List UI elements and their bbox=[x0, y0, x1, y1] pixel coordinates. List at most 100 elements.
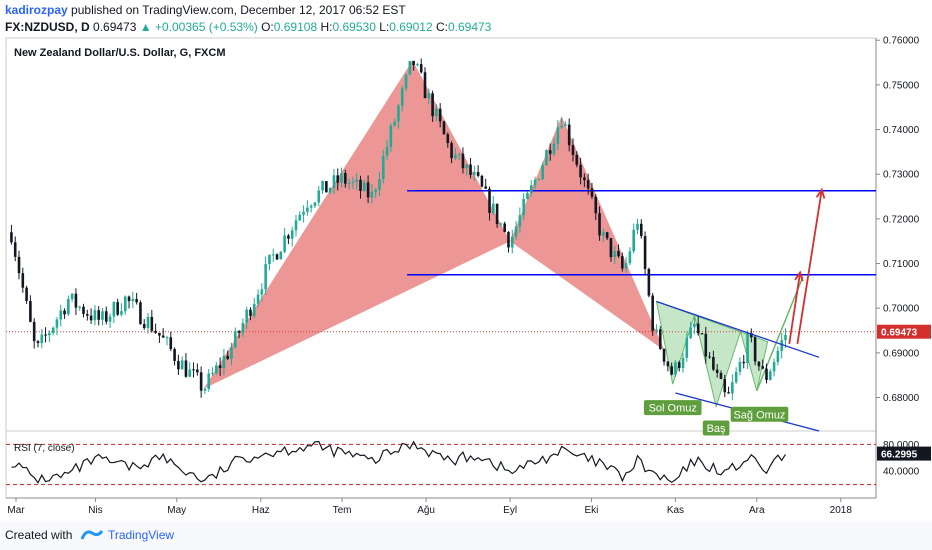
candle-body bbox=[772, 361, 776, 372]
time-tick-label: Tem bbox=[333, 505, 352, 516]
candle-body bbox=[416, 64, 419, 66]
candle-body bbox=[188, 369, 192, 377]
price-tick-label: 0.76000 bbox=[883, 36, 920, 47]
last-price: 0.69473 bbox=[93, 20, 137, 34]
candle-body bbox=[378, 179, 381, 190]
last-price-tag-label: 0.69473 bbox=[881, 328, 918, 339]
candle-body bbox=[529, 185, 533, 193]
candle-body bbox=[222, 355, 226, 368]
candle-body bbox=[332, 175, 336, 188]
candle-body bbox=[359, 179, 362, 191]
candle-body bbox=[419, 64, 423, 73]
candle-body bbox=[613, 251, 617, 258]
arrow-head-icon bbox=[794, 270, 804, 282]
candle-body bbox=[768, 371, 772, 380]
tradingview-brand[interactable]: TradingView bbox=[108, 528, 175, 542]
candle-body bbox=[639, 223, 643, 237]
high-label: H: bbox=[320, 20, 333, 34]
candle-body bbox=[579, 164, 582, 178]
candle-body bbox=[731, 382, 734, 394]
candle-body bbox=[173, 349, 176, 361]
candle-body bbox=[40, 334, 44, 344]
candle-body bbox=[605, 232, 609, 239]
candle-body bbox=[313, 202, 317, 206]
candle-body bbox=[104, 311, 108, 322]
label-right-shoulder-bg bbox=[730, 406, 789, 422]
candle-body bbox=[655, 329, 658, 331]
candle-body bbox=[750, 333, 753, 338]
candle-body bbox=[658, 329, 662, 349]
time-tick-label: Mar bbox=[7, 505, 25, 516]
candle-body bbox=[325, 181, 328, 193]
candle-body bbox=[522, 199, 525, 216]
candle-body bbox=[237, 331, 241, 333]
candle-body bbox=[476, 172, 480, 176]
open-value: 0.69108 bbox=[273, 20, 318, 34]
label-head-bg bbox=[702, 420, 730, 436]
candles bbox=[10, 58, 787, 401]
candle-body bbox=[17, 256, 21, 274]
candle-body bbox=[632, 229, 636, 252]
author-link[interactable]: kadirozpay bbox=[5, 3, 68, 17]
candle-body bbox=[473, 172, 476, 175]
open-label: O: bbox=[261, 20, 274, 34]
candle-body bbox=[564, 124, 567, 126]
price-tick-label: 0.75000 bbox=[883, 80, 920, 91]
harmonic-pattern bbox=[203, 60, 665, 389]
rsi-title: RSI (7, close) bbox=[14, 443, 75, 454]
price-tick-label: 0.70000 bbox=[883, 304, 920, 315]
candle-body bbox=[120, 311, 123, 315]
candle-body bbox=[746, 333, 749, 364]
rsi-tick-label: 40.0000 bbox=[883, 467, 920, 478]
candle-body bbox=[158, 332, 161, 336]
candle-body bbox=[404, 74, 408, 89]
time-tick-label: Kas bbox=[667, 505, 684, 516]
symbol-line: FX:NZDUSD, D 0.69473 ▲ +0.00365 (+0.53%)… bbox=[5, 20, 491, 35]
label-head: Baş bbox=[707, 423, 726, 435]
tradingview-logo-icon bbox=[80, 530, 104, 540]
candle-body bbox=[393, 121, 396, 126]
candle-body bbox=[230, 347, 233, 359]
candle-body bbox=[423, 72, 427, 99]
candle-body bbox=[495, 203, 499, 225]
time-tick-label: Eki bbox=[584, 505, 598, 516]
close-label: C: bbox=[435, 20, 448, 34]
candle-body bbox=[757, 361, 761, 367]
price-chart[interactable]: Sol Omuz Baş Sağ Omuz 0.76000 0.75000 0.7400… bbox=[0, 0, 932, 522]
candle-body bbox=[82, 306, 85, 315]
candle-body bbox=[734, 371, 738, 383]
candle-body bbox=[249, 309, 252, 316]
candle-body bbox=[86, 314, 89, 316]
candle-body bbox=[252, 303, 256, 316]
candle-body bbox=[583, 177, 586, 181]
candle-body bbox=[548, 150, 552, 154]
rsi-value-tag bbox=[877, 446, 931, 461]
rsi-tick-label: 80.0000 bbox=[883, 440, 920, 451]
candle-body bbox=[480, 175, 484, 187]
candle-body bbox=[101, 311, 104, 320]
candle-body bbox=[435, 108, 438, 117]
candle-body bbox=[469, 164, 472, 175]
candle-body bbox=[484, 186, 488, 189]
candle-body bbox=[700, 333, 704, 335]
label-right-shoulder: Sağ Omuz bbox=[733, 409, 785, 421]
time-tick-label: Eyl bbox=[503, 505, 517, 516]
candle-body bbox=[674, 362, 677, 375]
symbol-name[interactable]: FX:NZDUSD, D bbox=[5, 20, 90, 34]
candle-body bbox=[693, 323, 696, 328]
candle-body bbox=[93, 310, 97, 321]
candle-body bbox=[533, 179, 537, 186]
candle-body bbox=[621, 256, 624, 269]
arrow-head-icon bbox=[815, 187, 826, 199]
candle-body bbox=[63, 310, 66, 315]
target-arrow-1 bbox=[788, 272, 802, 345]
candle-body bbox=[738, 361, 742, 372]
candle-body bbox=[662, 348, 666, 362]
candle-body bbox=[218, 365, 222, 368]
candle-body bbox=[647, 268, 651, 296]
candle-body bbox=[362, 182, 366, 191]
candle-body bbox=[719, 372, 723, 379]
candle-body bbox=[317, 190, 321, 203]
candle-body bbox=[25, 287, 28, 301]
time-tick-label: Haz bbox=[252, 505, 270, 516]
